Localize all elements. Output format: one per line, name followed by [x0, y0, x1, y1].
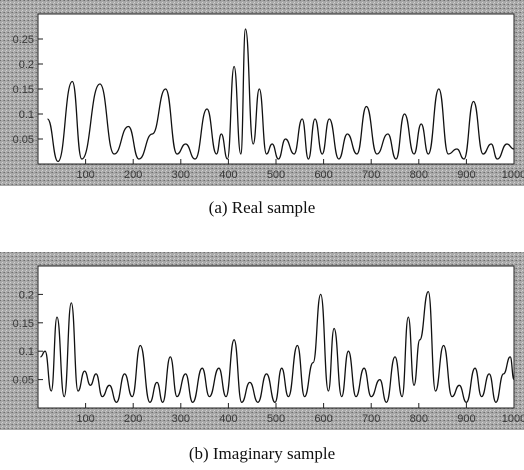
x-tick-label: 900: [457, 413, 475, 425]
x-tick-label: 300: [172, 169, 190, 181]
series-line: [46, 28, 515, 163]
x-tick-label: 200: [124, 413, 142, 425]
x-tick-label: 600: [314, 413, 332, 425]
chart-b-svg: 0.05 0.1 0.15 0.2 100 200 300 400 500 600 700 800 90…: [0, 252, 524, 430]
y-tick-label: 0.2: [19, 59, 34, 71]
plot-area: [37, 13, 515, 165]
chart-real-sample: 0.05 0.1 0.15 0.2 0.25 100 200 300 400 500 600 700 8…: [0, 0, 524, 186]
x-tick-label: 800: [410, 169, 428, 181]
y-tick-label: 0.1: [19, 109, 34, 121]
x-tick-label: 400: [219, 169, 237, 181]
y-tick-label: 0.15: [13, 84, 34, 96]
x-tick-label: 1000: [502, 169, 524, 181]
x-tick-label: 900: [457, 169, 475, 181]
x-tick-label: 100: [76, 169, 94, 181]
x-tick-label: 300: [172, 413, 190, 425]
plot-area: [37, 265, 515, 409]
x-tick-label: 200: [124, 169, 142, 181]
y-tick-label: 0.05: [13, 375, 34, 387]
caption-imaginary-sample: (b) Imaginary sample: [188, 444, 336, 463]
chart-imaginary-sample: 0.05 0.1 0.15 0.2 100 200 300 400 500 600 700 800 90…: [0, 252, 524, 430]
x-tick-label: 500: [267, 413, 285, 425]
y-tick-label: 0.2: [19, 289, 34, 301]
series-line: [40, 290, 515, 403]
y-tick-label: 0.1: [19, 346, 34, 358]
x-tick-label: 1000: [502, 413, 524, 425]
x-tick-label: 700: [362, 169, 380, 181]
x-tick-label: 100: [76, 413, 94, 425]
caption-real-sample: (a) Real sample: [208, 198, 316, 217]
x-tick-label: 700: [362, 413, 380, 425]
chart-a-svg: 0.05 0.1 0.15 0.2 0.25 100 200 300 400 500 600 700 8…: [0, 0, 524, 186]
y-tick-label: 0.25: [13, 34, 34, 46]
x-tick-label: 400: [219, 413, 237, 425]
y-tick-label: 0.05: [13, 134, 34, 146]
y-tick-label: 0.15: [13, 318, 34, 330]
x-tick-label: 600: [314, 169, 332, 181]
x-tick-label: 800: [410, 413, 428, 425]
x-tick-label: 500: [267, 169, 285, 181]
